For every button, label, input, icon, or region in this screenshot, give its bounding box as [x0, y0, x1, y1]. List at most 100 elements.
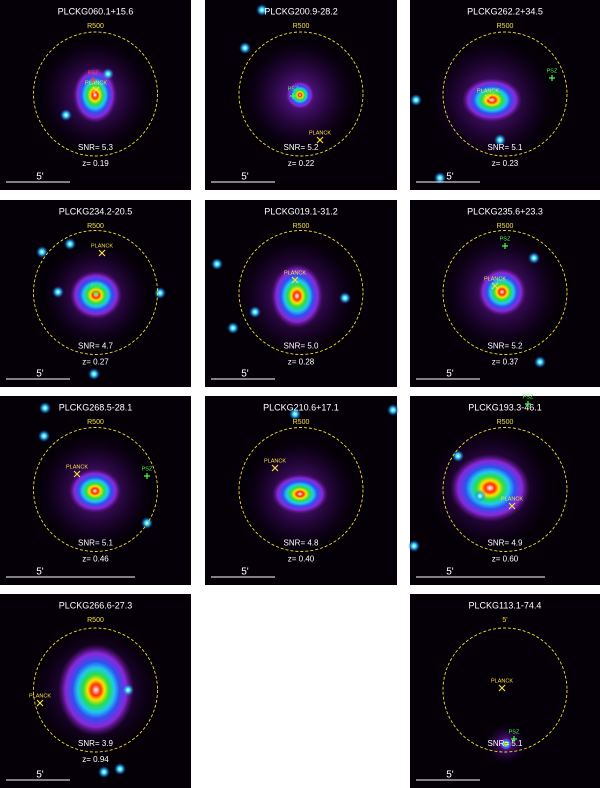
cluster-emission [450, 454, 530, 522]
r500-circle [33, 427, 158, 552]
redshift-label: z= 0.23 [492, 159, 519, 168]
cluster-emission [286, 81, 314, 109]
panel: PLCKG019.1-31.2 R500 SNR= 5.0 z= 0.28 5' PLAN… [205, 200, 397, 387]
point-source [289, 408, 301, 420]
panel: PLCKG266.6-27.3 R500 SNR= 3.9 z= 0.94 5' PLAN… [0, 594, 191, 788]
planck-marker [291, 276, 299, 284]
cluster-emission [500, 738, 512, 750]
psz-marker [549, 75, 555, 81]
point-source [211, 258, 223, 270]
panel-title: PLCKG235.6+23.3 [467, 206, 543, 216]
point-source [474, 490, 486, 502]
cluster-emission [462, 78, 522, 122]
cluster-emission [69, 469, 121, 513]
redshift-label: z= 0.46 [82, 555, 109, 564]
circle-label: R500 [293, 23, 310, 30]
panel-title: PLCKG266.6-27.3 [59, 600, 133, 610]
marker-label: PLANCK [477, 88, 499, 94]
circle-label: R500 [87, 223, 104, 230]
planck-marker [73, 470, 81, 478]
point-source [434, 172, 446, 184]
panel: PLCKG235.6+23.3 R500 SNR= 5.2 z= 0.37 5' PSZ P… [410, 200, 600, 387]
snr-label: SNR= 5.2 [488, 342, 523, 351]
redshift-label: z= 0.27 [82, 358, 109, 367]
r500-circle [33, 627, 158, 753]
panel: PLCKG200.9-28.2 R500 SNR= 5.2 z= 0.22 5' PSZ P… [205, 0, 397, 190]
point-source [38, 430, 50, 442]
snr-label: SNR= 5.1 [488, 739, 523, 748]
psz-marker [90, 77, 96, 83]
panel-title: PLCKG268.5-28.1 [59, 402, 133, 412]
marker-label: PLANCK [501, 496, 523, 502]
snr-label: SNR= 5.2 [284, 143, 319, 152]
r500-circle [238, 230, 364, 355]
circle-label: R500 [497, 223, 514, 230]
panel-title: PLCKG210.6+17.1 [263, 402, 339, 412]
point-source [239, 42, 251, 54]
cluster-emission [271, 264, 323, 328]
point-source [408, 540, 420, 552]
marker-label: PSZ [88, 70, 99, 76]
psz-marker [525, 401, 531, 407]
planck-marker [498, 684, 506, 692]
marker-label: PLANCK [264, 458, 286, 464]
point-source [534, 356, 546, 368]
marker-label: PLANCK [309, 130, 331, 136]
point-source [122, 684, 134, 696]
panel: PLCKG193.3-46.1 R500 SNR= 4.9 z= 0.60 5' PLAN… [408, 394, 600, 585]
planck-marker [271, 464, 279, 472]
panel-title: PLCKG193.3-46.1 [468, 402, 542, 412]
cluster-emission [478, 268, 526, 316]
scale-label: 5' [446, 567, 454, 578]
scale-label: 5' [36, 172, 44, 183]
redshift-label: z= 0.28 [288, 358, 315, 367]
snr-label: SNR= 4.7 [78, 342, 113, 351]
circle-label: R500 [293, 419, 310, 426]
marker-label: PLANCK [491, 678, 513, 684]
redshift-label: z= 0.94 [82, 755, 109, 764]
snr-label: SNR= 4.9 [488, 539, 523, 548]
circle-label: R500 [293, 223, 310, 230]
r500-circle [442, 230, 568, 355]
planck-marker [98, 249, 106, 257]
panel: PLCKG060.1+15.6 R500 SNR= 5.3 z= 0.19 5' PLAN… [0, 0, 191, 190]
point-source [249, 306, 261, 318]
scale-label: 5' [446, 369, 454, 380]
marker-label: PLANCK [85, 80, 107, 86]
point-source [528, 252, 540, 264]
psz-marker [290, 93, 296, 99]
marker-label: PLANCK [29, 693, 51, 699]
panel-title: PLCKG113.1-74.4 [469, 600, 542, 610]
point-source [154, 287, 166, 299]
planck-marker [508, 502, 516, 510]
scale-label: 5' [36, 567, 44, 578]
snr-label: SNR= 3.9 [78, 739, 113, 748]
planck-marker [484, 94, 492, 102]
marker-label: PLANCK [284, 270, 306, 276]
planck-marker [36, 699, 44, 707]
panel: PLCKG234.2-20.5 R500 SNR= 4.7 z= 0.27 5' PLAN… [0, 200, 191, 387]
snr-label: SNR= 5.1 [488, 143, 523, 152]
panel: PLCKG210.6+17.1 R500 SNR= 4.8 z= 0.40 5' PLAN… [205, 396, 399, 585]
marker-label: PSZ [547, 68, 558, 74]
r500-circle [33, 230, 158, 355]
planck-marker [316, 136, 324, 144]
point-source [387, 404, 399, 416]
point-source [60, 109, 72, 121]
snr-label: SNR= 5.1 [78, 539, 113, 548]
panel-title: PLCKG234.2-20.5 [59, 206, 133, 216]
panel-title: PLCKG262.2+34.5 [467, 6, 543, 16]
marker-label: PSZ [142, 466, 153, 472]
marker-label: PSZ [500, 236, 511, 242]
point-source [39, 402, 51, 414]
point-source [52, 286, 64, 298]
psz-marker [511, 736, 517, 742]
r500-circle [33, 31, 158, 157]
redshift-label: z= 0.22 [288, 159, 315, 168]
scale-label: 5' [446, 770, 454, 781]
panel-title: PLCKG060.1+15.6 [58, 6, 134, 16]
marker-label: PSZ [288, 86, 299, 92]
scale-label: 5' [446, 172, 454, 183]
point-source [339, 292, 351, 304]
marker-label: PLANCK [66, 464, 88, 470]
